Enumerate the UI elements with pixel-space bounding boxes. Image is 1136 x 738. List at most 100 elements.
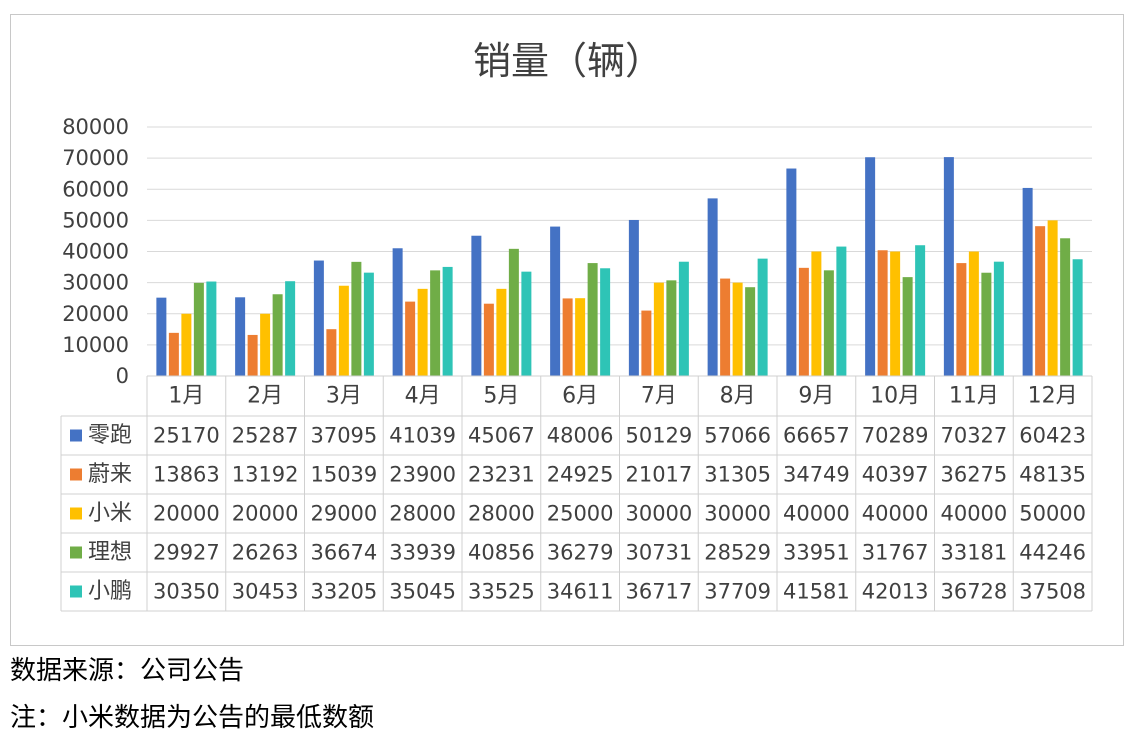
data-label: 24925 [547,463,614,487]
bar [1072,259,1083,376]
data-label: 44246 [1019,541,1086,565]
bar [641,310,652,376]
data-label: 23231 [468,463,535,487]
bar [313,260,324,376]
bar [915,245,926,376]
data-label: 33181 [940,541,1007,565]
data-label: 28529 [704,541,771,565]
bar [587,263,598,376]
y-tick-label: 20000 [62,302,129,326]
data-label: 70327 [940,424,1007,448]
data-label: 13863 [153,463,220,487]
x-tick-label: 3月 [326,384,362,409]
data-label: 70289 [862,424,929,448]
data-label: 41581 [783,580,850,604]
bar [338,285,349,376]
x-tick-label: 4月 [405,384,441,409]
data-label: 37709 [704,580,771,604]
bar [877,250,888,376]
data-label: 13192 [232,463,299,487]
bar [798,267,809,376]
data-label: 33951 [783,541,850,565]
data-label: 30731 [625,541,692,565]
data-label: 40000 [783,502,850,526]
data-label: 36728 [940,580,1007,604]
chart-title: 销量（辆） [473,39,663,83]
legend-label: 理想 [88,540,132,565]
bar [757,258,768,376]
bar [550,226,561,376]
data-label: 50129 [625,424,692,448]
legend-key [70,507,82,520]
x-tick-label: 5月 [483,384,519,409]
data-label: 30453 [232,580,299,604]
bar [1022,187,1033,376]
data-label: 25287 [232,424,299,448]
data-label: 25170 [153,424,220,448]
bar [168,332,179,376]
data-label: 40000 [940,502,1007,526]
data-label: 31305 [704,463,771,487]
data-label: 20000 [232,502,299,526]
data-label: 60423 [1019,424,1086,448]
x-tick-label: 1月 [168,384,204,409]
bar [442,266,453,376]
bar [156,297,167,376]
legend-label: 蔚来 [88,462,132,487]
bar [521,271,532,376]
y-tick-label: 30000 [62,271,129,295]
bar [483,303,494,376]
bar [968,251,979,376]
bar [417,288,428,376]
bar [653,282,664,376]
legend-key [70,585,82,598]
bar [811,251,822,376]
bar [786,168,797,376]
bar [836,246,847,376]
bar [865,157,876,376]
bar [678,261,689,376]
y-tick-label: 70000 [62,146,129,170]
data-label: 36275 [940,463,1007,487]
bar [890,251,901,376]
bar [562,298,573,376]
data-label: 29000 [310,502,377,526]
bar [285,281,296,376]
bar [272,294,283,376]
bar [1035,226,1046,376]
bar [993,261,1004,376]
data-label: 48006 [547,424,614,448]
source-note: 数据来源：公司公告 [10,656,245,686]
bar [496,288,507,376]
bar [943,157,954,376]
data-label: 35045 [389,580,456,604]
bar [981,272,992,376]
legend-key [70,429,82,442]
legend-label: 小米 [88,501,132,526]
bar [600,268,611,376]
y-tick-label: 50000 [62,208,129,232]
x-tick-label: 9月 [798,384,834,409]
x-tick-label: 8月 [720,384,756,409]
legend-label: 零跑 [88,423,132,448]
sales-chart: 销量（辆） 0 10000 20000 30000 40000 50000 60000 7000… [60,39,1093,612]
legend-label: 小鹏 [88,579,132,604]
data-label: 48135 [1019,463,1086,487]
data-label: 42013 [862,580,929,604]
data-label: 66657 [783,424,850,448]
legend-key [70,468,82,481]
data-label: 36279 [547,541,614,565]
bar [575,298,586,376]
x-tick-label: 12月 [1028,384,1078,409]
remark-note: 注：小米数据为公告的最低数额 [10,703,375,733]
data-label: 36674 [310,541,377,565]
data-label: 15039 [310,463,377,487]
bar [823,270,834,376]
bar [628,219,639,376]
data-label: 30000 [704,502,771,526]
data-label: 31767 [862,541,929,565]
data-label: 57066 [704,424,771,448]
bar [471,235,482,376]
bar [247,334,258,376]
bar [430,270,441,376]
